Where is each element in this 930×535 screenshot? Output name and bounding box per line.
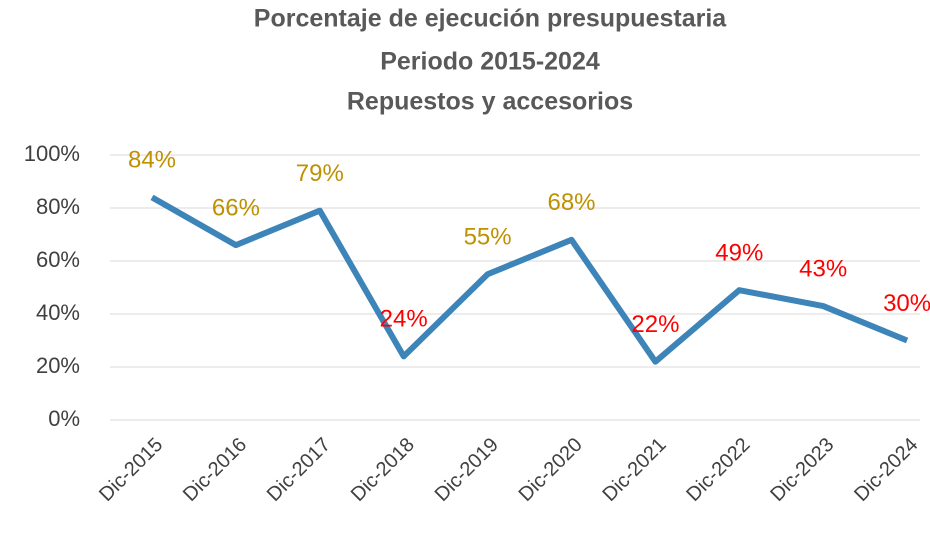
- data-label: 24%: [380, 306, 428, 333]
- x-tick-label: Dic-2018: [347, 434, 419, 506]
- chart-title: Repuestos y accesorios: [347, 88, 633, 116]
- y-tick-label: 0%: [48, 406, 80, 431]
- line: [150, 194, 909, 365]
- y-tick-label: 60%: [36, 247, 80, 272]
- y-tick-label: 20%: [36, 353, 80, 378]
- x-tick-label: Dic-2015: [95, 434, 167, 506]
- data-label: 66%: [212, 194, 260, 221]
- data-label: 68%: [547, 189, 595, 216]
- x-tick-label: Dic-2016: [179, 434, 251, 506]
- chart-title: Periodo 2015-2024: [380, 48, 600, 76]
- x-tick-label: Dic-2020: [515, 434, 587, 506]
- data-label: 22%: [631, 311, 679, 338]
- chart-title: Porcentaje de ejecución presupuestaria: [254, 5, 727, 33]
- x-tick-label: Dic-2017: [263, 434, 335, 506]
- data-label: 84%: [128, 147, 176, 174]
- y-tick-label: 80%: [36, 194, 80, 219]
- x-tick-label: Dic-2023: [766, 434, 838, 506]
- data-label: 43%: [799, 255, 847, 282]
- x-tick-label: Dic-2022: [682, 434, 754, 506]
- x-tick-label: Dic-2019: [431, 434, 503, 506]
- y-tick-label: 100%: [24, 141, 80, 166]
- x-tick-label: Dic-2024: [850, 434, 922, 506]
- data-label: 49%: [715, 239, 763, 266]
- y-tick-label: 40%: [36, 300, 80, 325]
- data-label: 30%: [883, 290, 930, 317]
- x-tick-label: Dic-2021: [599, 434, 671, 506]
- data-label: 55%: [464, 224, 512, 251]
- data-label: 79%: [296, 160, 344, 187]
